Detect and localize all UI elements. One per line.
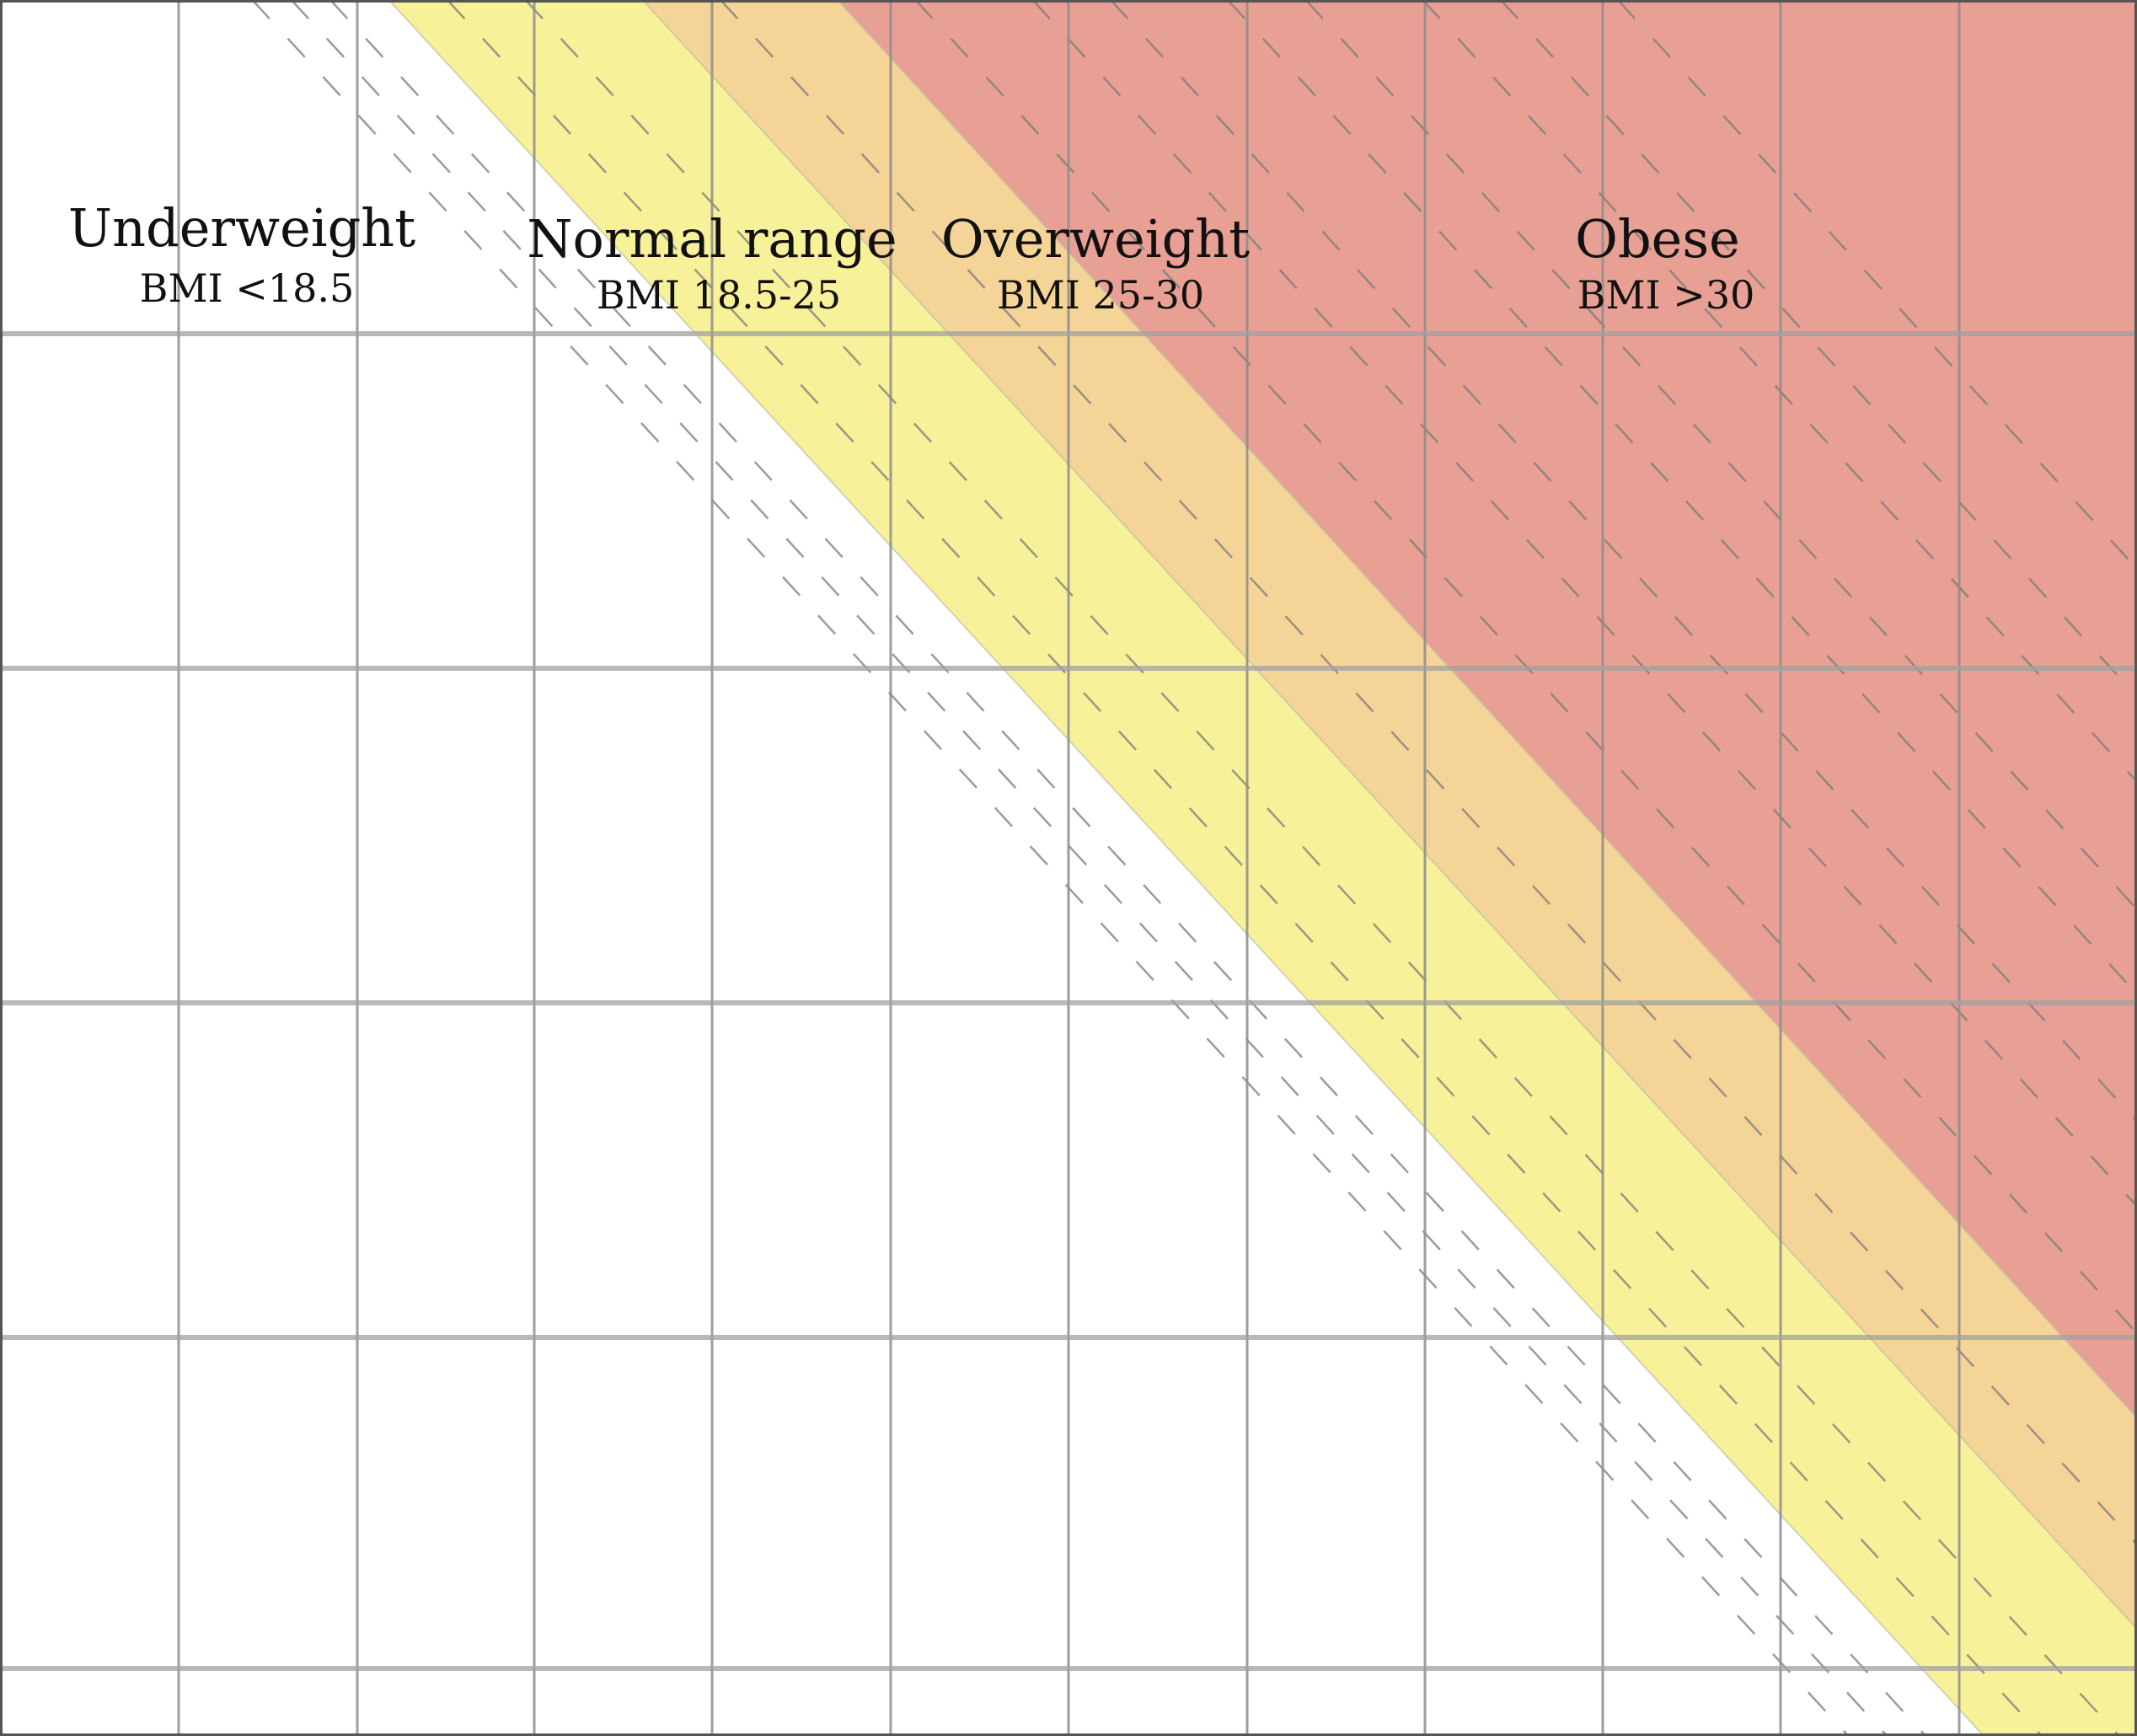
band-sub-obese: BMI >30: [1577, 272, 1755, 318]
band-boundary-line: [837, 0, 2137, 1419]
band-label-obese: Obese: [1575, 208, 1740, 270]
band-boundary-line: [388, 0, 1984, 1736]
label-underweight: Underweight BMI <18.5: [68, 197, 415, 311]
band-underweight: [0, 0, 1984, 1736]
band-sub-underweight: BMI <18.5: [140, 265, 355, 311]
band-sub-overweight: BMI 25-30: [997, 272, 1204, 318]
band-sub-normal: BMI 18.5-25: [597, 272, 841, 318]
label-obese: Obese BMI >30: [1575, 208, 1754, 318]
band-normal-range: [388, 0, 2137, 1736]
label-overweight: Overweight BMI 25-30: [941, 208, 1250, 318]
label-normal: Normal range BMI 18.5-25: [527, 208, 897, 318]
band-label-underweight: Underweight: [68, 197, 415, 259]
band-label-normal: Normal range: [527, 208, 897, 270]
band-label-overweight: Overweight: [941, 208, 1250, 270]
band-boundary-line: [641, 0, 2137, 1631]
